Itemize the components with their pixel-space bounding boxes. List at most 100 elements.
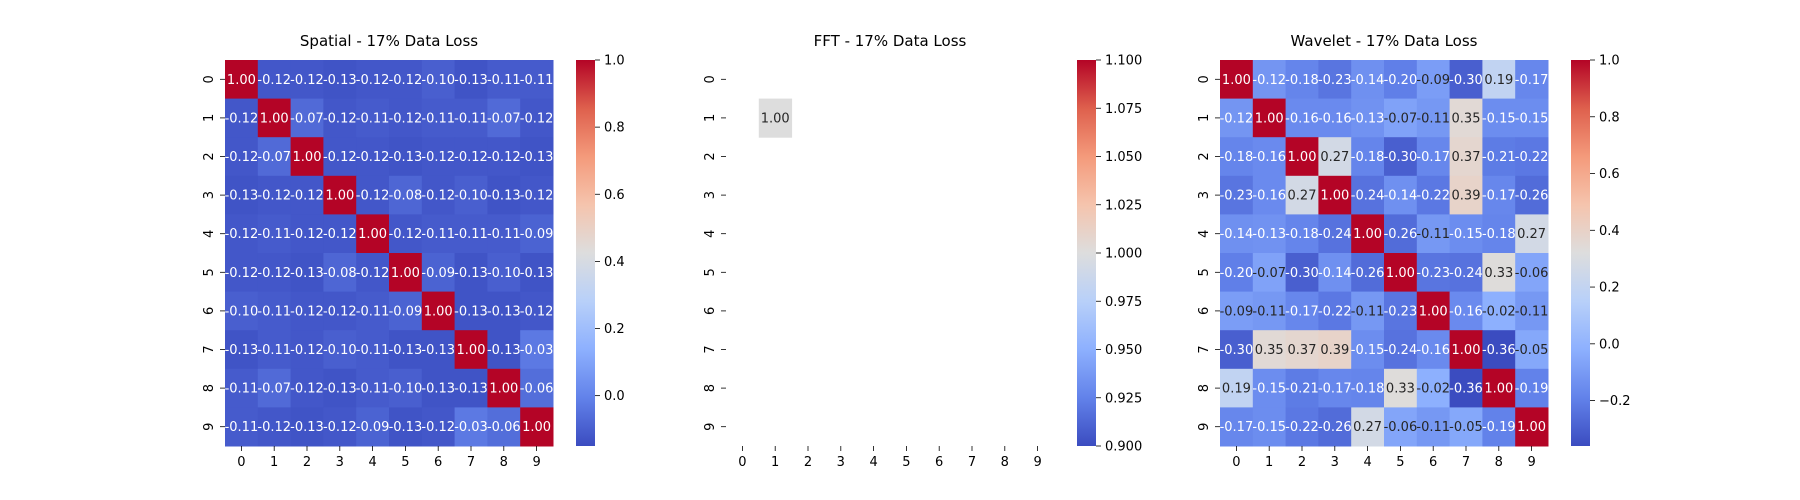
heatmap-cell bbox=[520, 253, 554, 293]
cell-value-label: -0.11 bbox=[1515, 304, 1549, 319]
heatmap-cell bbox=[520, 137, 554, 177]
heatmap-cell bbox=[421, 214, 456, 254]
cell-value-label: -0.17 bbox=[1318, 382, 1352, 397]
heatmap-cell bbox=[421, 98, 456, 138]
heatmap-cell bbox=[758, 98, 793, 138]
heatmap-cell bbox=[1515, 368, 1549, 408]
cell-value-label: -0.15 bbox=[1482, 111, 1516, 126]
cell-value-label: -0.19 bbox=[1482, 420, 1516, 435]
colorbar-tick-label: 1.0 bbox=[604, 54, 625, 69]
cell-value-label: -0.15 bbox=[1252, 382, 1286, 397]
heatmap-cell bbox=[356, 330, 390, 370]
y-tick-label: 8 bbox=[1197, 384, 1212, 392]
heatmap-cell bbox=[520, 98, 554, 138]
cell-value-label: -0.13 bbox=[520, 150, 554, 165]
cell-value-label: -0.11 bbox=[421, 111, 455, 126]
heatmap-cell bbox=[1449, 330, 1483, 370]
y-tick-label: 2 bbox=[1197, 152, 1212, 160]
cell-value-label: 1.00 bbox=[325, 189, 354, 204]
heatmap-cell bbox=[225, 291, 259, 331]
heatmap-cell bbox=[421, 60, 456, 100]
heatmap-cell bbox=[1515, 407, 1549, 447]
heatmap-cell bbox=[389, 60, 423, 100]
cell-value-label: -0.21 bbox=[1482, 150, 1516, 165]
heatmap-cell bbox=[1318, 253, 1352, 293]
heatmap-cell bbox=[1318, 291, 1352, 331]
cell-value-label: -0.06 bbox=[487, 420, 521, 435]
cell-value-label: -0.16 bbox=[1252, 189, 1286, 204]
heatmap-cell bbox=[454, 214, 488, 254]
cell-value-label: 1.00 bbox=[457, 343, 486, 358]
heatmap-cell bbox=[323, 291, 357, 331]
colorbar-tick-label: 0.925 bbox=[1105, 391, 1142, 406]
cell-value-label: -0.11 bbox=[454, 227, 488, 242]
heatmap-cell bbox=[487, 253, 521, 293]
heatmap-cell bbox=[1449, 175, 1483, 215]
heatmap-cell bbox=[1351, 368, 1385, 408]
cell-value-label: -0.11 bbox=[257, 227, 291, 242]
heatmap-cell bbox=[421, 253, 456, 293]
cell-value-label: -0.11 bbox=[487, 73, 521, 88]
x-tick-label: 1 bbox=[1265, 455, 1273, 470]
heatmap-cell bbox=[1482, 330, 1516, 370]
heatmap-cell bbox=[1416, 291, 1451, 331]
cell-value-label: -0.07 bbox=[257, 150, 291, 165]
heatmap-cell bbox=[225, 368, 259, 408]
y-tick-label: 6 bbox=[703, 307, 718, 315]
heatmap-cell bbox=[290, 291, 324, 331]
heatmap-cell bbox=[1482, 214, 1516, 254]
heatmap-cell bbox=[389, 407, 423, 447]
cell-value-label: -0.30 bbox=[1220, 343, 1254, 358]
heatmap-cell bbox=[1515, 175, 1549, 215]
heatmap-cell bbox=[356, 368, 390, 408]
heatmap-cell bbox=[290, 407, 324, 447]
heatmap-cell bbox=[487, 330, 521, 370]
colorbar-tick-label: −0.2 bbox=[1599, 394, 1631, 409]
colorbar-tick-label: 0.6 bbox=[1599, 167, 1620, 182]
cell-value-label: -0.13 bbox=[323, 73, 357, 88]
heatmap-cell bbox=[421, 368, 456, 408]
heatmap-cell bbox=[1449, 368, 1483, 408]
y-tick-label: 1 bbox=[1197, 114, 1212, 122]
heatmap-cell bbox=[454, 407, 488, 447]
heatmap-cell bbox=[1384, 291, 1418, 331]
x-tick-label: 6 bbox=[935, 455, 943, 470]
heatmap-cell bbox=[225, 330, 259, 370]
colorbar-tick-label: 1.025 bbox=[1105, 198, 1142, 213]
heatmap-cell bbox=[1220, 368, 1254, 408]
colorbar bbox=[1571, 60, 1590, 446]
colorbar bbox=[1077, 60, 1096, 446]
cell-value-label: -0.09 bbox=[389, 304, 423, 319]
cell-value-label: -0.08 bbox=[323, 266, 357, 281]
colorbar-tick-label: 1.000 bbox=[1105, 247, 1142, 262]
x-tick-label: 2 bbox=[303, 455, 311, 470]
cell-value-label: -0.17 bbox=[1482, 189, 1516, 204]
cell-value-label: -0.13 bbox=[454, 382, 488, 397]
cell-value-label: -0.11 bbox=[1416, 420, 1450, 435]
cell-value-label: -0.10 bbox=[323, 343, 357, 358]
cell-value-label: 0.19 bbox=[1222, 382, 1251, 397]
cell-value-label: -0.23 bbox=[1416, 266, 1450, 281]
heatmap-cell bbox=[1384, 175, 1418, 215]
heatmap-cell bbox=[454, 368, 488, 408]
cell-value-label: 0.39 bbox=[1452, 189, 1481, 204]
heatmap-cell bbox=[257, 407, 292, 447]
heatmap-cell bbox=[257, 137, 292, 177]
heatmap-cell bbox=[290, 98, 324, 138]
x-tick-label: 0 bbox=[1232, 455, 1240, 470]
heatmap-cell bbox=[1285, 407, 1319, 447]
cell-value-label: 0.27 bbox=[1320, 150, 1349, 165]
cell-value-label: 1.00 bbox=[1288, 150, 1317, 165]
cell-value-label: -0.12 bbox=[290, 189, 324, 204]
cell-value-label: -0.13 bbox=[487, 304, 521, 319]
heatmap-cell bbox=[1220, 253, 1254, 293]
heatmap-cell bbox=[487, 368, 521, 408]
heatmap-cell bbox=[1351, 291, 1385, 331]
cell-value-label: -0.11 bbox=[356, 304, 390, 319]
heatmap-cell bbox=[520, 214, 554, 254]
heatmap-cell bbox=[257, 291, 292, 331]
heatmap-cell bbox=[520, 330, 554, 370]
heatmap-cell bbox=[323, 214, 357, 254]
heatmap-cell bbox=[1351, 330, 1385, 370]
x-tick-label: 9 bbox=[1527, 455, 1535, 470]
